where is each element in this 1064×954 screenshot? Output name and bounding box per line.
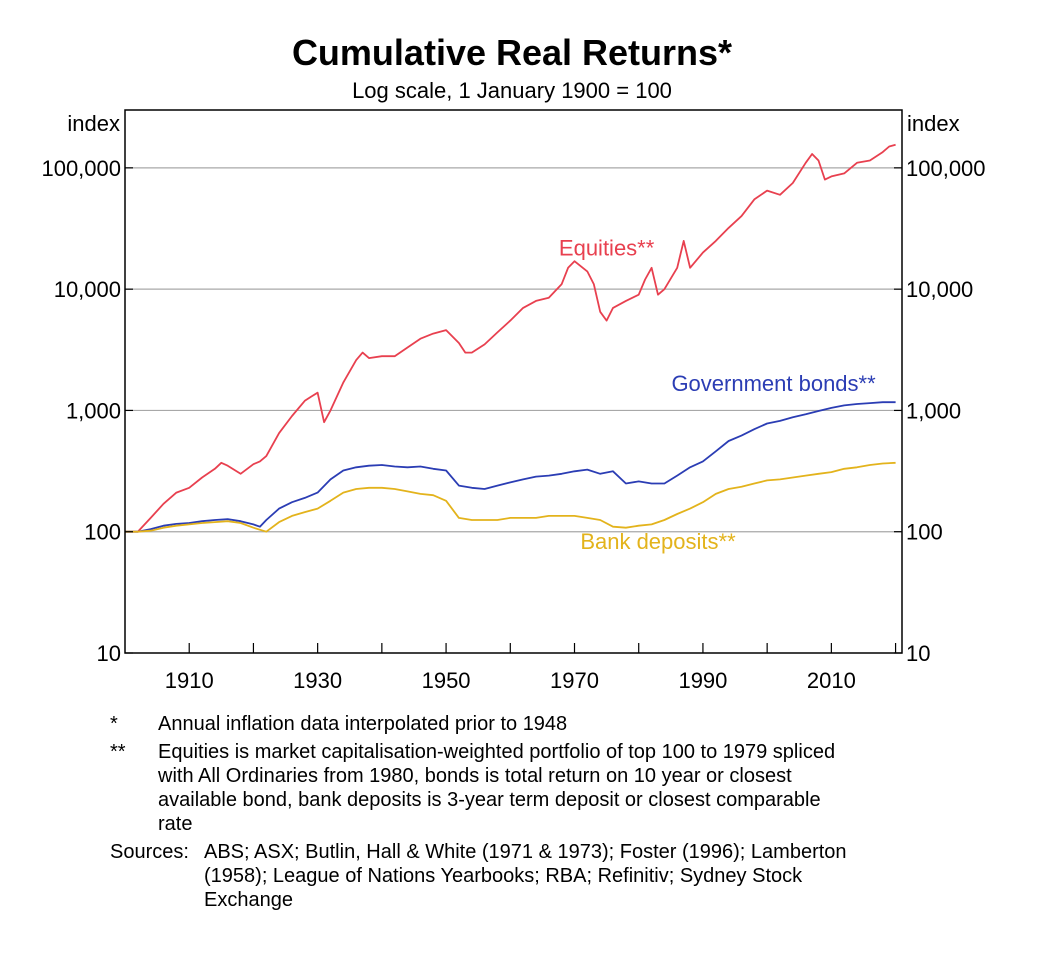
series-annotation-2: Bank deposits**	[580, 529, 736, 554]
axis-ticks	[125, 167, 902, 654]
sources: Sources: ABS; ASX; Butlin, Hall & White …	[110, 840, 1010, 912]
y-tick-label-right-100000: 100,000	[906, 156, 986, 181]
series-annotation-0: Equities**	[559, 235, 655, 260]
y-axis-label-right: index	[907, 111, 960, 136]
gridlines	[125, 167, 902, 533]
footnote-methodology: ** Equities is market capitalisation-wei…	[110, 740, 1010, 836]
series-annotations: Equities** Government bonds** Bank deposit…	[559, 235, 876, 554]
x-tick-label-1910: 1910	[165, 668, 214, 693]
footnote-star-mark: *	[110, 713, 118, 735]
x-tick-label-1930: 1930	[293, 668, 342, 693]
y-tick-label-left-10000: 10,000	[54, 277, 121, 302]
sources-text: ABS; ASX; Butlin, Hall & White (1971 & 1…	[204, 841, 847, 911]
sources-label: Sources:	[110, 841, 189, 863]
footnote-star-text: Annual inflation data interpolated prior…	[158, 713, 568, 735]
y-tick-label-right-1000: 1,000	[906, 398, 961, 423]
y-tick-label-left-1000: 1,000	[66, 398, 121, 423]
chart-title: Cumulative Real Returns*	[292, 32, 732, 73]
x-tick-label-1950: 1950	[422, 668, 471, 693]
footnote-inflation: * Annual inflation data interpolated pri…	[110, 712, 1010, 736]
y-tick-label-right-10000: 10,000	[906, 277, 973, 302]
x-tick-label-1970: 1970	[550, 668, 599, 693]
cumulative-returns-chart: Cumulative Real Returns* Log scale, 1 Ja…	[41, 32, 985, 693]
series-lines	[125, 143, 896, 533]
x-tick-label-1990: 1990	[678, 668, 727, 693]
series-line-1	[125, 401, 896, 533]
y-tick-label-right-10: 10	[906, 641, 930, 666]
plot-frame	[124, 109, 903, 654]
chart-subtitle: Log scale, 1 January 1900 = 100	[352, 78, 672, 103]
footnote-double-star-mark: **	[110, 741, 126, 763]
series-line-0	[125, 143, 896, 533]
footnote-double-star-text: Equities is market capitalisation-weight…	[158, 741, 836, 835]
y-tick-label-left-10: 10	[97, 641, 121, 666]
series-annotation-1: Government bonds**	[671, 371, 876, 396]
y-tick-label-left-100: 100	[84, 520, 121, 545]
x-tick-label-2010: 2010	[807, 668, 856, 693]
series-line-2	[125, 461, 896, 533]
y-tick-label-left-100000: 100,000	[41, 156, 121, 181]
tick-labels: 10 10 100 100 1,000 1,000 10,000 10,000 100,000 1…	[41, 156, 985, 693]
y-tick-label-right-100: 100	[906, 520, 943, 545]
footnotes: * Annual inflation data interpolated pri…	[110, 712, 1010, 912]
y-axis-label-left: index	[67, 111, 120, 136]
